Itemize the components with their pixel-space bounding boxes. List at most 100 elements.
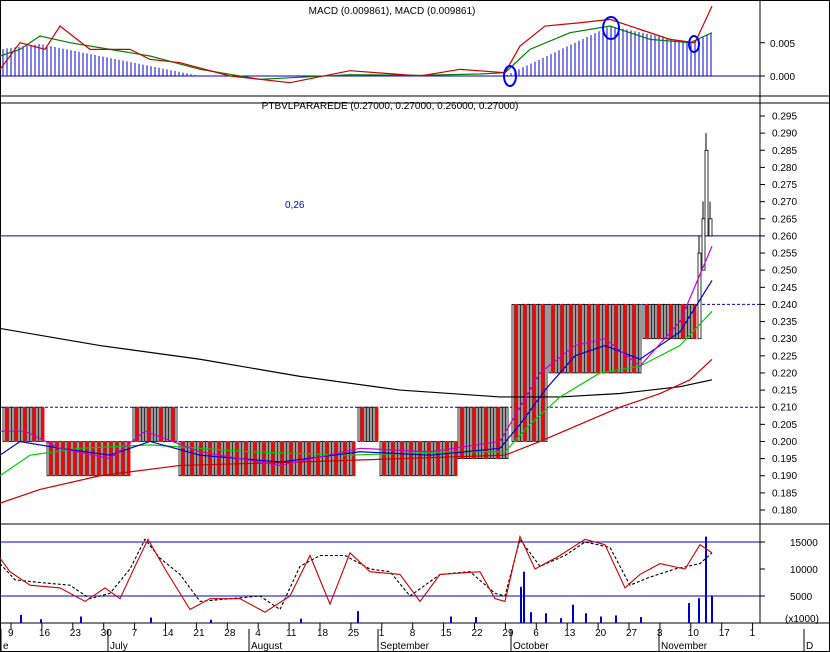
x-day-label: 13 — [564, 628, 576, 639]
candle — [566, 304, 570, 374]
candle — [632, 304, 636, 374]
volume-bar — [560, 618, 562, 623]
candle — [289, 441, 293, 477]
price-tick-label: 0.230 — [772, 334, 797, 345]
volume-bar — [572, 604, 574, 623]
candle — [544, 304, 548, 442]
candle — [32, 406, 36, 442]
candle — [535, 304, 539, 442]
macd-panel: MACD (0.009861), MACD (0.009861) 0.005 0… — [309, 6, 796, 83]
volume-bar — [600, 616, 602, 623]
volume-bars — [20, 536, 713, 623]
candle — [91, 441, 95, 477]
candle — [672, 304, 676, 340]
candle — [487, 406, 491, 460]
candle — [481, 406, 485, 460]
candle — [208, 441, 212, 477]
x-month-label: October — [513, 641, 549, 652]
candle — [17, 406, 21, 442]
candle — [572, 304, 576, 374]
candle — [708, 218, 713, 237]
candle — [20, 406, 24, 442]
candle — [596, 304, 600, 374]
candle — [466, 406, 470, 460]
x-day-label: 1 — [750, 628, 756, 639]
candle — [366, 406, 370, 442]
candle — [214, 441, 218, 477]
candle — [286, 441, 290, 477]
candle — [445, 441, 449, 477]
price-tick-label: 0.210 — [772, 403, 797, 414]
candle — [144, 406, 148, 442]
candle — [295, 441, 299, 477]
candle — [217, 441, 221, 477]
x-day-label: 4 — [255, 628, 261, 639]
candle — [360, 406, 364, 442]
x-day-label: 20 — [595, 628, 607, 639]
candle — [274, 441, 278, 477]
candle — [427, 441, 431, 477]
candle — [626, 304, 630, 374]
highlight-circle — [602, 16, 620, 40]
candle — [648, 304, 652, 340]
macd-tick: 0.005 — [770, 39, 795, 50]
volume-bar — [698, 598, 700, 623]
candle — [451, 441, 455, 477]
candle — [165, 406, 169, 442]
candle — [493, 406, 497, 460]
volume-bar — [150, 617, 152, 623]
x-day-label: 25 — [348, 628, 360, 639]
candle — [73, 441, 77, 477]
candle — [490, 406, 494, 460]
x-day-label: 14 — [163, 628, 175, 639]
candle — [375, 406, 379, 442]
candle — [190, 441, 194, 477]
candle — [280, 441, 284, 477]
price-tick-label: 0.265 — [772, 214, 797, 225]
candle — [460, 406, 464, 460]
candle — [587, 304, 591, 374]
volume-tick-label: 10000 — [790, 565, 818, 576]
candle — [472, 406, 476, 460]
candle — [135, 406, 139, 442]
candle — [669, 304, 673, 340]
candle — [100, 441, 104, 477]
candle — [514, 304, 518, 442]
candle — [29, 406, 33, 442]
candle — [457, 406, 461, 460]
candle — [184, 441, 188, 477]
candle — [363, 406, 367, 442]
price-tick-label: 0.285 — [772, 146, 797, 157]
candle — [569, 304, 573, 374]
candle — [505, 406, 509, 460]
volume-bar — [688, 603, 690, 623]
volume-bar — [20, 614, 22, 623]
candle — [629, 304, 633, 374]
candle — [645, 304, 649, 340]
candle — [499, 406, 503, 460]
x-month-label: September — [380, 641, 430, 652]
candle — [448, 441, 452, 477]
candle — [94, 441, 98, 477]
x-day-label: 10 — [688, 628, 700, 639]
candle — [162, 406, 166, 442]
candle — [58, 441, 62, 477]
candle — [638, 304, 642, 374]
price-title: PTBVLPARAREDE (0.27000, 0.27000, 0.26000… — [262, 101, 519, 112]
candle — [349, 441, 353, 477]
candle — [220, 441, 224, 477]
price-tick-label: 0.205 — [772, 420, 797, 431]
candle — [153, 406, 157, 442]
candle — [23, 406, 27, 442]
candle — [584, 304, 588, 374]
candle — [563, 304, 567, 374]
candle — [41, 406, 45, 442]
candle — [259, 441, 263, 477]
macd-histogram — [2, 26, 712, 76]
candle — [346, 441, 350, 477]
candle — [76, 441, 80, 477]
candle — [112, 441, 116, 477]
candle — [704, 149, 709, 237]
candle — [316, 441, 320, 477]
candle — [138, 406, 142, 442]
